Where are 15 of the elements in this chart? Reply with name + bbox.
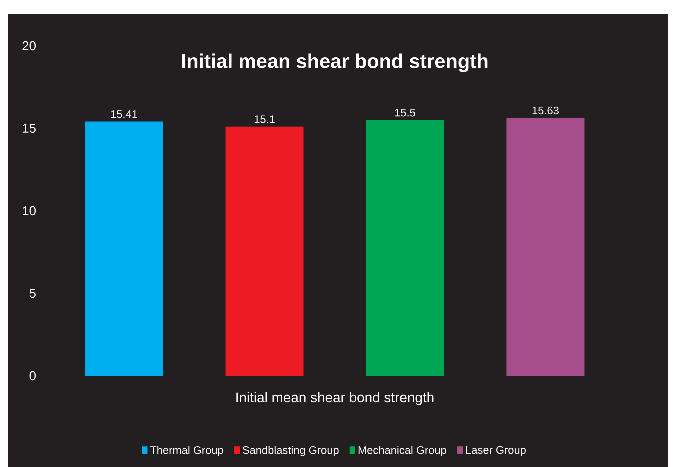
legend-label: Laser Group — [466, 446, 526, 456]
data-label: 15.63 — [532, 106, 559, 115]
legend-label: Mechanical Group — [358, 446, 446, 456]
data-label: 15.5 — [395, 109, 416, 117]
x-axis-title: Initial mean shear bond strength — [236, 392, 434, 406]
y-tick-label: 10 — [23, 206, 36, 216]
legend-label: Thermal Group — [150, 446, 224, 456]
data-label: 15.1 — [254, 116, 275, 124]
data-label: 15.41 — [111, 110, 138, 118]
legend-label: Sandblasting Group — [242, 446, 339, 456]
y-tick-label: 5 — [30, 288, 36, 298]
y-tick-label: 0 — [30, 371, 36, 381]
chart-title: Initial mean shear bond strength — [182, 54, 488, 72]
y-tick-label: 20 — [22, 41, 36, 51]
y-tick-label: 15 — [23, 124, 36, 134]
